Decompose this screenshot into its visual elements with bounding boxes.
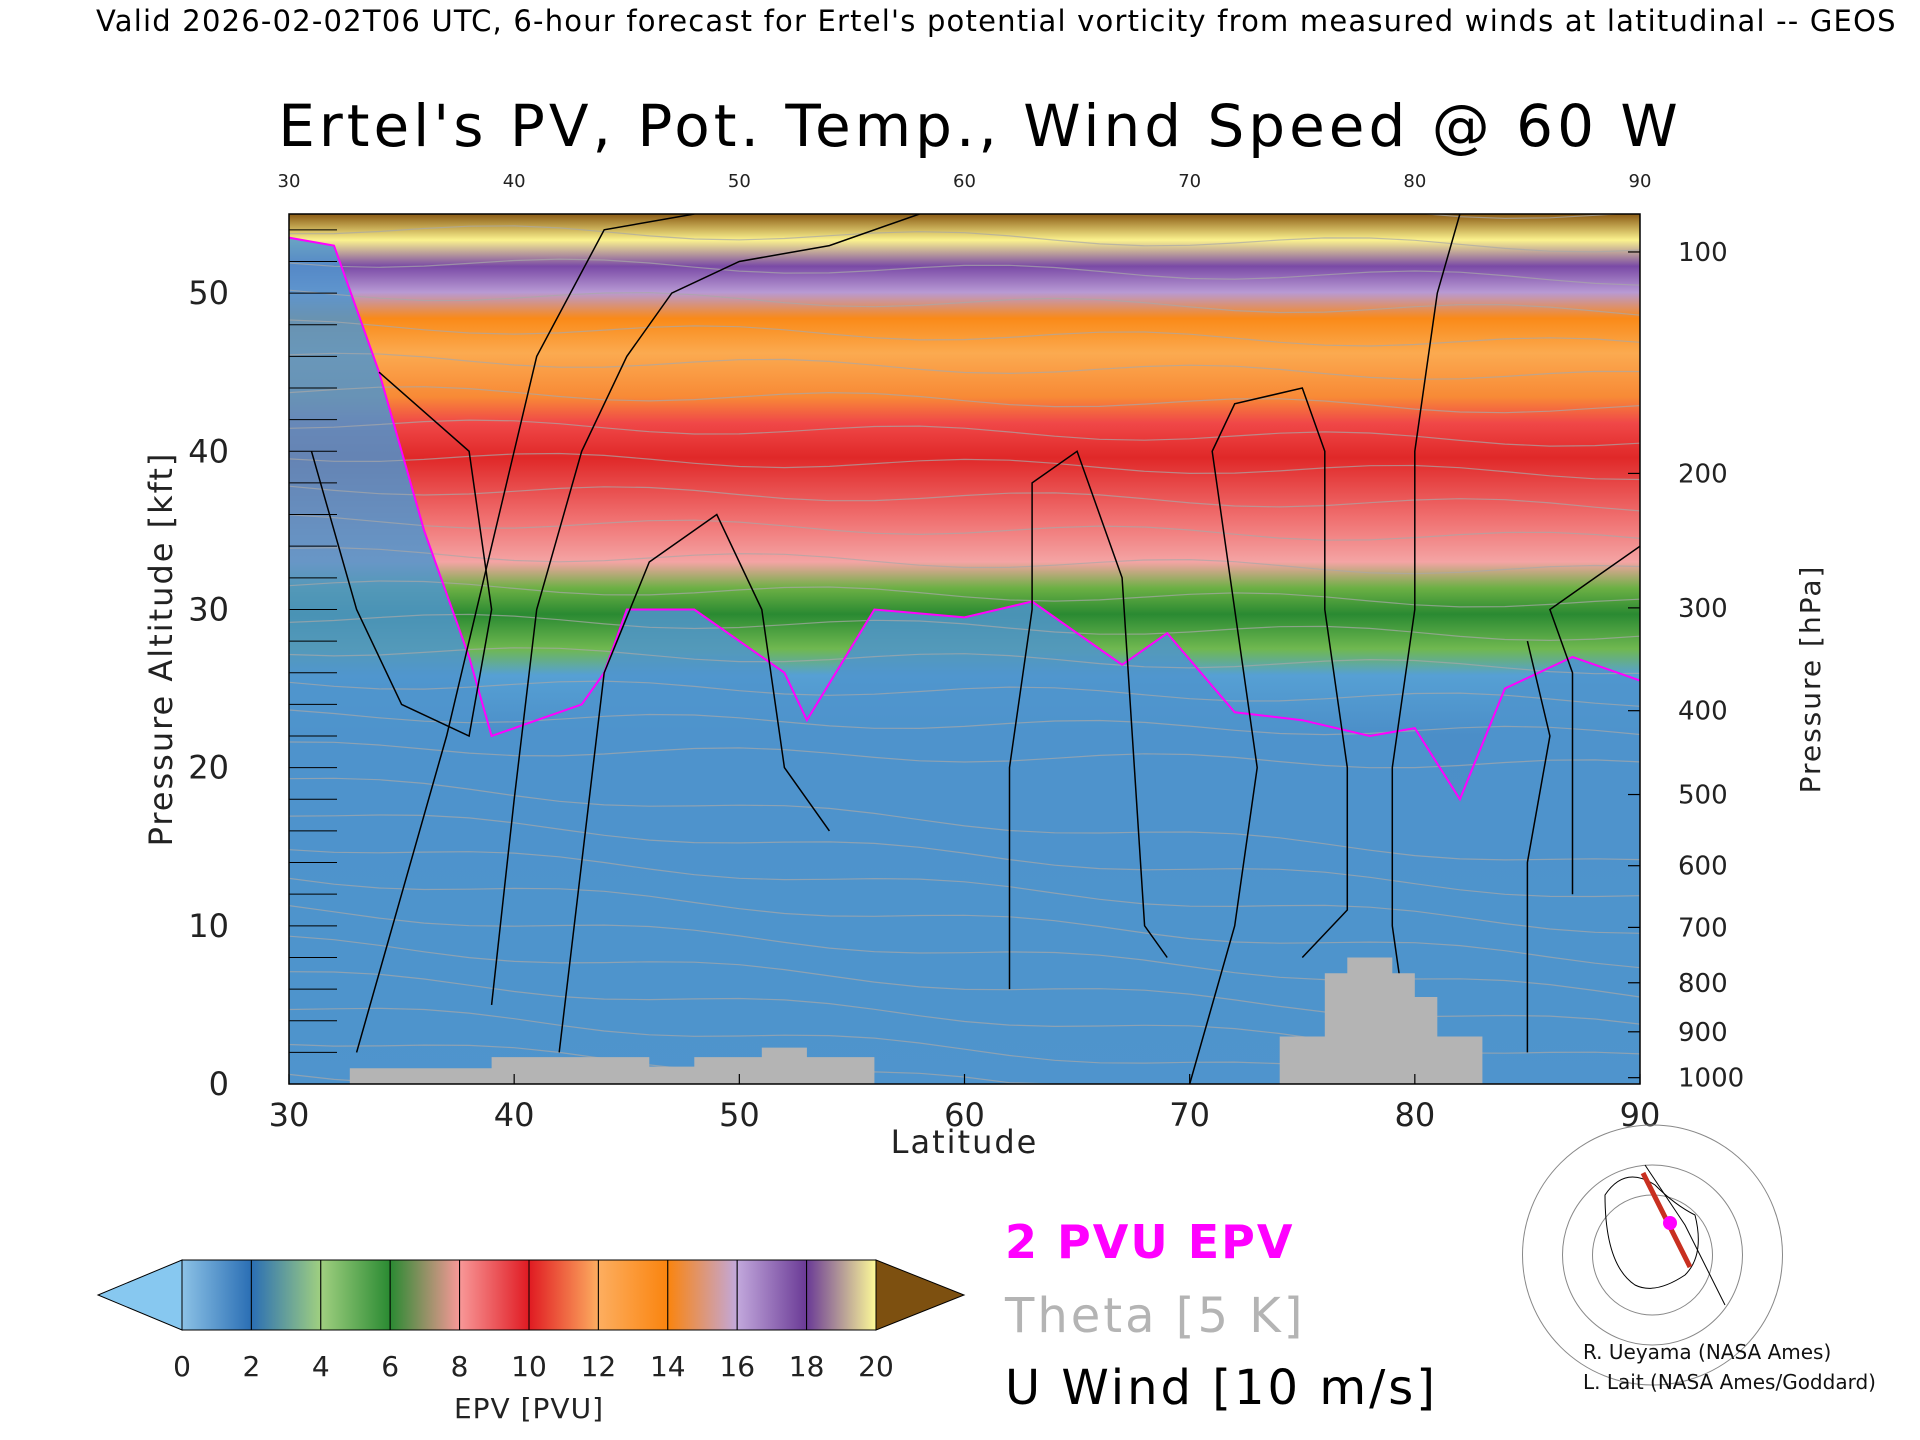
u-wind-contour <box>1188 387 1349 1084</box>
theta-isentrope <box>289 352 1640 380</box>
x-tick-label: 70 <box>1169 1096 1210 1134</box>
location-map <box>1522 1124 1783 1386</box>
u-wind-contour <box>310 371 493 738</box>
pressure-tick-label: 800 <box>1678 969 1728 999</box>
map-latitude-circle <box>1522 1124 1783 1386</box>
pressure-tick-label: 1000 <box>1678 1064 1744 1094</box>
theta-isentrope <box>289 647 1640 675</box>
plot-title: Ertel's PV, Pot. Temp., Wind Speed @ 60 … <box>278 92 1682 160</box>
x-top-tick-label: 50 <box>728 171 751 192</box>
colorbar-tick-label: 2 <box>242 1350 260 1383</box>
theta-isentrope <box>289 289 1640 316</box>
theta-isentrope <box>289 741 1640 769</box>
u-wind-contour <box>558 513 831 1053</box>
y-tick-label: 20 <box>188 749 229 787</box>
colorbar-segment <box>320 1259 391 1331</box>
u-wind-contour <box>1549 545 1640 895</box>
x-tick-label: 60 <box>944 1096 985 1134</box>
troposphere-fill <box>289 237 1640 1084</box>
colorbar-segment <box>389 1259 461 1331</box>
colorbar-tick-label: 18 <box>789 1350 825 1383</box>
map-coastline <box>1644 1164 1726 1306</box>
colorbar-segment <box>250 1259 322 1331</box>
pv-2pvu-contour <box>289 236 1640 802</box>
colorbar-segment <box>528 1259 599 1331</box>
colorbar-tick-label: 6 <box>381 1350 399 1383</box>
theta-isentrope <box>289 613 1640 642</box>
colorbar-tick-label: 10 <box>511 1350 547 1383</box>
theta-isentrope <box>289 849 1640 934</box>
theta-isentrope <box>289 680 1640 707</box>
theta-isentrope <box>289 709 1640 736</box>
colorbar-tick-label: 12 <box>581 1350 617 1383</box>
colorbar-segment <box>597 1259 669 1331</box>
x-tick-label: 30 <box>269 1096 310 1134</box>
map-location-marker <box>1663 1216 1677 1230</box>
x-tick-label: 50 <box>719 1096 760 1134</box>
legend-pv-contour: 2 PVU EPV <box>1005 1215 1295 1269</box>
y-tick-label: 50 <box>188 274 229 312</box>
u-wind-contour <box>490 214 920 1005</box>
y-tick-label: 30 <box>188 590 229 628</box>
colorbar-tick-label: 0 <box>173 1350 191 1383</box>
y-tick-label: 10 <box>188 907 229 945</box>
colorbar-tick-label: 20 <box>858 1350 894 1383</box>
theta-isentrope <box>289 258 1640 286</box>
y-axis-label: Pressure Altitude [kft] <box>142 452 180 847</box>
pressure-tick-label: 300 <box>1678 594 1728 624</box>
theta-isentrope <box>289 225 1640 253</box>
colorbar-segment <box>181 1259 252 1331</box>
colorbar-label: EPV [PVU] <box>454 1392 604 1425</box>
x-tick-label: 40 <box>494 1096 535 1134</box>
pressure-tick-label: 700 <box>1678 913 1728 943</box>
theta-isentrope <box>289 419 1640 447</box>
credit-ueyama: R. Ueyama (NASA Ames) <box>1583 1340 1832 1364</box>
pressure-tick-label: 500 <box>1678 781 1728 811</box>
pressure-tick-label: 600 <box>1678 852 1728 882</box>
x-top-tick-label: 30 <box>278 171 301 192</box>
colorbar-segment <box>459 1259 530 1331</box>
theta-isentrope <box>289 386 1640 414</box>
colorbar-segment <box>806 1259 877 1331</box>
colorbar-tick-label: 16 <box>719 1350 755 1383</box>
theta-isentrope <box>289 814 1640 898</box>
x-top-tick-label: 80 <box>1403 171 1426 192</box>
colorbar-segment <box>736 1259 808 1331</box>
colorbar-tick-label: 8 <box>451 1350 469 1383</box>
x-top-tick-label: 60 <box>953 171 976 192</box>
terrain <box>289 957 1640 1084</box>
y-tick-label: 0 <box>209 1065 229 1103</box>
x-tick-label: 90 <box>1620 1096 1661 1134</box>
x-top-tick-label: 90 <box>1629 171 1652 192</box>
x-top-tick-label: 40 <box>503 171 526 192</box>
pressure-tick-label: 200 <box>1678 459 1728 489</box>
colorbar-segment <box>667 1259 738 1331</box>
colorbar-tick-label: 14 <box>650 1350 686 1383</box>
u-wind-contour <box>355 214 695 1053</box>
legend-u-wind: U Wind [10 m/s] <box>1005 1360 1439 1416</box>
theta-isentrope <box>289 877 1640 969</box>
legend-theta: Theta [5 K] <box>1005 1288 1306 1344</box>
u-wind-contour <box>1008 450 1168 990</box>
y-tick-label: 40 <box>188 432 229 470</box>
pressure-tick-label: 400 <box>1678 697 1728 727</box>
x-top-tick-label: 70 <box>1178 171 1201 192</box>
colorbar-tick-label: 4 <box>312 1350 330 1383</box>
u-wind-contour <box>1526 640 1551 1053</box>
pressure-axis-label: Pressure [hPa] <box>1794 565 1827 794</box>
x-axis-label: Latitude <box>891 1123 1039 1161</box>
colorbar-below-arrow <box>96 1259 183 1331</box>
map-latitude-circle <box>1562 1164 1743 1346</box>
u-wind-contour <box>1391 214 1461 1084</box>
pressure-tick-label: 100 <box>1678 238 1728 268</box>
x-tick-label: 80 <box>1394 1096 1435 1134</box>
credit-lait: L. Lait (NASA Ames/Goddard) <box>1583 1370 1876 1394</box>
theta-isentrope <box>289 319 1640 347</box>
forecast-header: Valid 2026-02-02T06 UTC, 6-hour forecast… <box>96 4 1897 38</box>
pressure-tick-label: 900 <box>1678 1018 1728 1048</box>
colorbar-above-arrow <box>875 1259 966 1331</box>
